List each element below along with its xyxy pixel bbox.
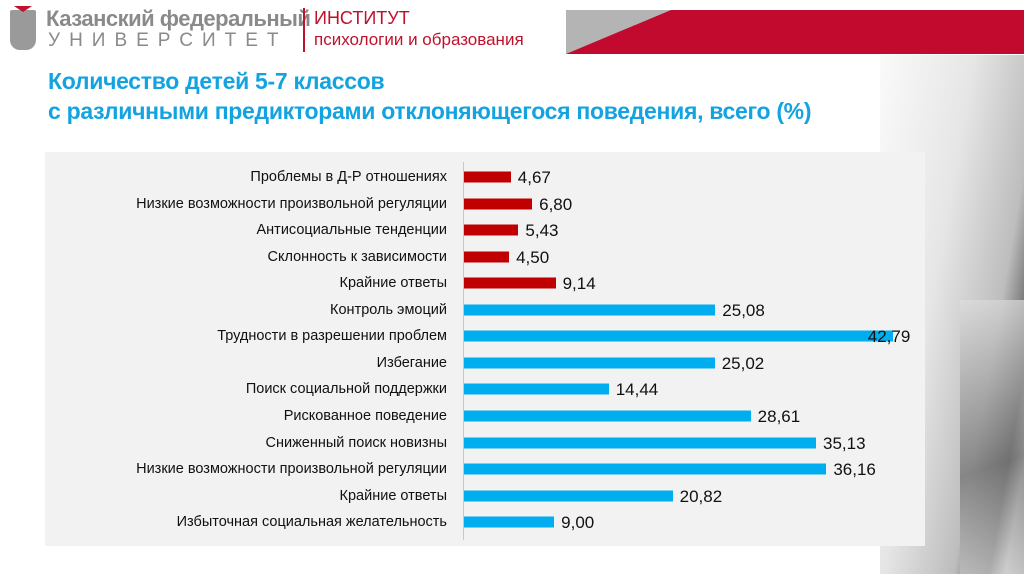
bar: [464, 437, 816, 448]
category-label: Крайние ответы: [339, 275, 447, 292]
category-label: Контроль эмоций: [330, 301, 447, 318]
institute-name-line2: психологии и образования: [314, 30, 524, 49]
category-label: Низкие возможности произвольной регуляци…: [136, 195, 447, 212]
data-label: 14,44: [615, 380, 659, 400]
category-label: Низкие возможности произвольной регуляци…: [136, 461, 447, 478]
university-name: Казанский федеральный: [46, 6, 311, 31]
data-label: 9,14: [562, 274, 596, 294]
bar: [464, 304, 716, 316]
chart-panel: [45, 152, 925, 546]
university-name-line2: УНИВЕРСИТЕТ: [48, 30, 288, 51]
header-divider: [303, 8, 305, 52]
header-banner-accent: [566, 10, 671, 54]
data-label: 28,61: [757, 406, 801, 426]
bar: [464, 198, 533, 210]
bar: [464, 490, 673, 502]
data-label: 25,08: [722, 300, 765, 320]
bar: [464, 330, 893, 342]
category-label: Поиск социальной поддержки: [245, 381, 447, 398]
bar: [464, 383, 609, 395]
title-line-2: с различными предикторами отклоняющегося…: [48, 98, 812, 124]
bar: [464, 516, 555, 528]
category-label: Избегание: [376, 354, 447, 371]
category-axis: [463, 162, 464, 540]
bar: [464, 357, 715, 369]
category-label: Антисоциальные тенденции: [256, 222, 448, 239]
data-label: 6,80: [539, 194, 573, 214]
category-label: Крайние ответы: [339, 487, 447, 504]
category-label: Склонность к зависимости: [267, 248, 447, 265]
data-label: 9,00: [561, 513, 595, 533]
bar: [464, 463, 827, 475]
data-label: 25,02: [721, 353, 765, 373]
data-label: 35,13: [823, 433, 866, 453]
category-label: Избыточная социальная желательность: [176, 514, 447, 531]
university-logo-icon: [10, 6, 36, 50]
data-label: 20,82: [679, 486, 723, 506]
title-line-1: Количество детей 5-7 классов: [48, 68, 385, 94]
data-label: 4,67: [517, 168, 551, 187]
category-label: Проблемы в Д-Р отношениях: [250, 169, 447, 185]
bar: [464, 171, 511, 183]
bar: [464, 224, 519, 236]
institute-name: ИНСТИТУТ: [314, 8, 410, 28]
category-label: Сниженный поиск новизны: [265, 434, 448, 451]
category-label: Трудности в разрешении проблем: [217, 328, 447, 345]
category-label: Рискованное поведение: [283, 407, 447, 424]
data-label: 4,50: [516, 247, 550, 267]
data-label: 5,43: [525, 221, 559, 241]
bar: [464, 251, 510, 263]
bar: [464, 277, 556, 289]
background-photo-window: [960, 300, 1024, 574]
slide-title: Количество детей 5-7 классов с различным…: [48, 66, 811, 126]
bar: [464, 410, 751, 422]
data-label: 42,79: [867, 327, 911, 347]
data-label: 36,16: [833, 460, 876, 480]
